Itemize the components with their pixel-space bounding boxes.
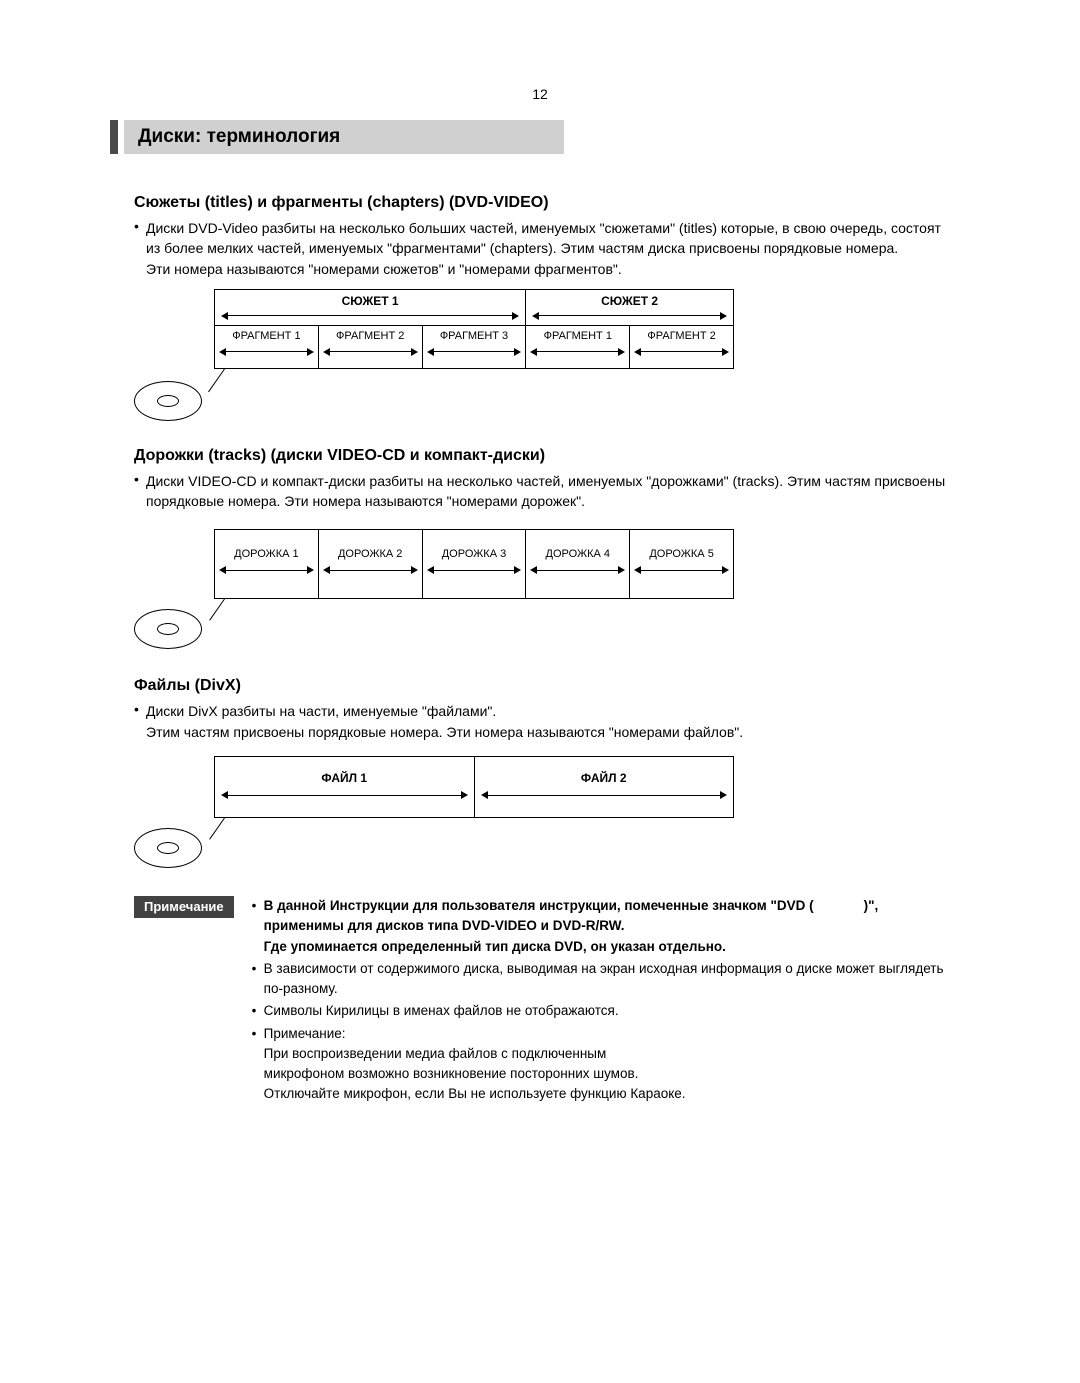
dia-track3: ДОРОЖКА 3 (423, 544, 526, 564)
section3-title: Файлы (DivX) (134, 677, 946, 695)
diagram-tracks: ДОРОЖКА 1 ДОРОЖКА 2 ДОРОЖКА 3 (174, 529, 946, 649)
connector-line (208, 369, 225, 393)
bullet: • (134, 701, 146, 721)
disc-icon (134, 609, 202, 649)
disc-icon (134, 381, 202, 421)
note-item1: В данной Инструкции для пользователя инс… (264, 896, 946, 957)
section2-title: Дорожки (tracks) (диски VIDEO-CD и компа… (134, 447, 946, 465)
bullet: • (252, 959, 264, 1000)
bullet: • (252, 1024, 264, 1105)
dia-title1: СЮЖЕТ 1 (215, 290, 525, 310)
dia-frag1: ФРАГМЕНТ 1 (215, 326, 318, 346)
section-files: Файлы (DivX) • Диски DivX разбиты на час… (134, 677, 946, 868)
page-heading: Диски: терминология (110, 120, 970, 154)
section3-para2: Этим частям присвоены порядковые номера.… (146, 722, 946, 742)
section3-para1: Диски DivX разбиты на части, именуемые "… (146, 701, 946, 721)
dia-track1: ДОРОЖКА 1 (215, 544, 318, 564)
connector-line (209, 818, 225, 840)
page-number: 12 (110, 86, 970, 102)
dia-track5: ДОРОЖКА 5 (630, 544, 733, 564)
heading-text: Диски: терминология (124, 120, 564, 154)
section1-title: Сюжеты (titles) и фрагменты (chapters) (… (134, 194, 946, 212)
note-item4: Примечание: При воспроизведении медиа фа… (264, 1024, 946, 1105)
dia-frag2: ФРАГМЕНТ 2 (319, 326, 422, 346)
bullet: • (252, 896, 264, 957)
dia-track2: ДОРОЖКА 2 (319, 544, 422, 564)
note-block: Примечание • В данной Инструкции для пол… (134, 896, 946, 1107)
dia-frag5: ФРАГМЕНТ 2 (630, 326, 733, 346)
dia-track4: ДОРОЖКА 4 (526, 544, 629, 564)
bullet: • (252, 1001, 264, 1021)
section2-para1: Диски VIDEO-CD и компакт-диски разбиты н… (146, 471, 946, 512)
dia-frag3: ФРАГМЕНТ 3 (423, 326, 526, 346)
dia-file2: ФАЙЛ 2 (475, 767, 734, 787)
diagram-files: ФАЙЛ 1 ФАЙЛ 2 (174, 756, 946, 868)
section-tracks: Дорожки (tracks) (диски VIDEO-CD и компа… (134, 447, 946, 650)
note-item3: Символы Кирилицы в именах файлов не отоб… (264, 1001, 946, 1021)
section1-para2: Эти номера называются "номерами сюжетов"… (146, 259, 946, 279)
dia-title2: СЮЖЕТ 2 (526, 290, 733, 310)
dia-file1: ФАЙЛ 1 (215, 767, 474, 787)
bullet: • (134, 471, 146, 512)
dia-frag4: ФРАГМЕНТ 1 (526, 326, 629, 346)
diagram-titles: СЮЖЕТ 1 СЮЖЕТ 2 (174, 289, 946, 419)
heading-accent (110, 120, 118, 154)
connector-line (209, 599, 225, 621)
section-titles-chapters: Сюжеты (titles) и фрагменты (chapters) (… (134, 194, 946, 419)
note-item2: В зависимости от содержимого диска, выво… (264, 959, 946, 1000)
note-label: Примечание (134, 896, 234, 918)
section1-para1: Диски DVD-Video разбиты на несколько бол… (146, 218, 946, 259)
bullet: • (134, 218, 146, 259)
disc-icon (134, 828, 202, 868)
